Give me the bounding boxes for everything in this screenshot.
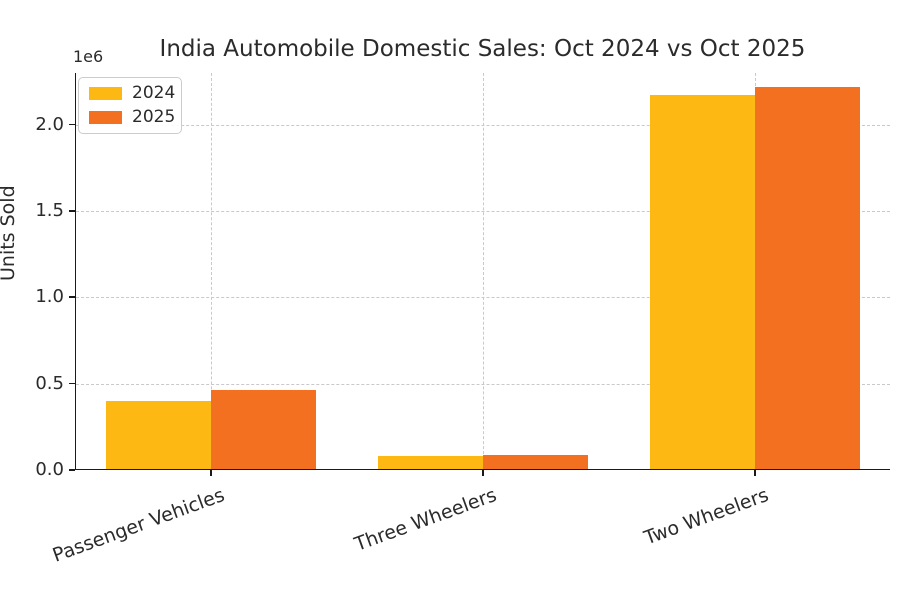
x-tick-mark bbox=[210, 470, 212, 476]
chart-title: India Automobile Domestic Sales: Oct 202… bbox=[159, 36, 806, 62]
legend-item-2024: 2024 bbox=[89, 85, 175, 102]
y-tick-label: 2.0 bbox=[35, 113, 64, 135]
bar-2025-three-wheelers bbox=[483, 455, 588, 469]
y-tick-mark bbox=[69, 469, 75, 471]
y-tick-mark bbox=[69, 382, 75, 385]
y-tick-label: 0.0 bbox=[35, 459, 64, 480]
y-tick-label: 1.5 bbox=[35, 200, 64, 222]
legend: 2024 2025 bbox=[78, 77, 182, 134]
y-tick-label: 1.0 bbox=[35, 286, 64, 308]
bar-2025-passenger-vehicles bbox=[211, 390, 316, 469]
x-tick-mark bbox=[482, 470, 484, 476]
legend-label-2025: 2025 bbox=[132, 107, 176, 127]
legend-item-2025: 2025 bbox=[89, 109, 175, 126]
y-tick-mark bbox=[69, 123, 75, 126]
legend-label-2024: 2024 bbox=[132, 83, 176, 103]
x-tick-label: Three Wheelers bbox=[351, 484, 500, 556]
bar-2024-three-wheelers bbox=[378, 456, 483, 469]
bar-2025-two-wheelers bbox=[755, 87, 860, 469]
y-axis-offset-label: 1e6 bbox=[73, 47, 104, 66]
y-tick-mark bbox=[69, 296, 75, 299]
x-tick-label: Two Wheelers bbox=[641, 484, 772, 550]
y-tick-label: 0.5 bbox=[35, 372, 64, 394]
plot-area bbox=[75, 73, 890, 470]
v-gridline bbox=[483, 73, 484, 469]
y-tick-mark bbox=[69, 210, 75, 212]
x-tick-label: Passenger Vehicles bbox=[49, 484, 228, 567]
x-tick-mark bbox=[754, 470, 756, 476]
v-gridline bbox=[211, 73, 212, 469]
legend-swatch-2025 bbox=[89, 111, 122, 124]
legend-swatch-2024 bbox=[89, 87, 122, 100]
bar-2024-passenger-vehicles bbox=[106, 401, 211, 469]
bar-2024-two-wheelers bbox=[650, 95, 755, 469]
